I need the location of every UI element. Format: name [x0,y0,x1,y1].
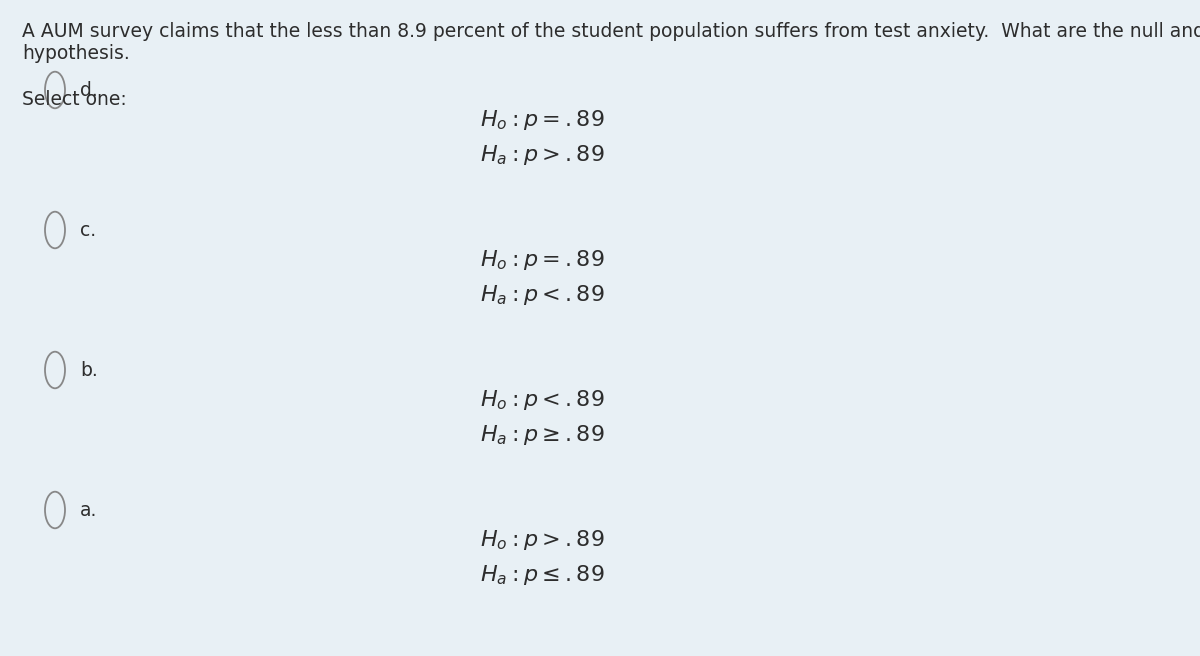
Text: c.: c. [80,220,96,239]
Text: $H_o : p = .89$: $H_o : p = .89$ [480,248,605,272]
Text: a.: a. [80,501,97,520]
Text: Select one:: Select one: [22,90,127,109]
Text: $H_a : p \geq .89$: $H_a : p \geq .89$ [480,423,605,447]
Text: b.: b. [80,361,97,380]
Text: A AUM survey claims that the less than 8.9 percent of the student population suf: A AUM survey claims that the less than 8… [22,22,1200,41]
Text: hypothesis.: hypothesis. [22,44,130,63]
Text: $H_o : p > .89$: $H_o : p > .89$ [480,528,605,552]
Text: $H_a : p > .89$: $H_a : p > .89$ [480,143,605,167]
Text: $H_a : p < .89$: $H_a : p < .89$ [480,283,605,307]
Text: $H_o : p < .89$: $H_o : p < .89$ [480,388,605,412]
Text: $H_o : p = .89$: $H_o : p = .89$ [480,108,605,132]
Text: d.: d. [80,81,97,100]
Text: $H_a : p \leq .89$: $H_a : p \leq .89$ [480,563,605,587]
